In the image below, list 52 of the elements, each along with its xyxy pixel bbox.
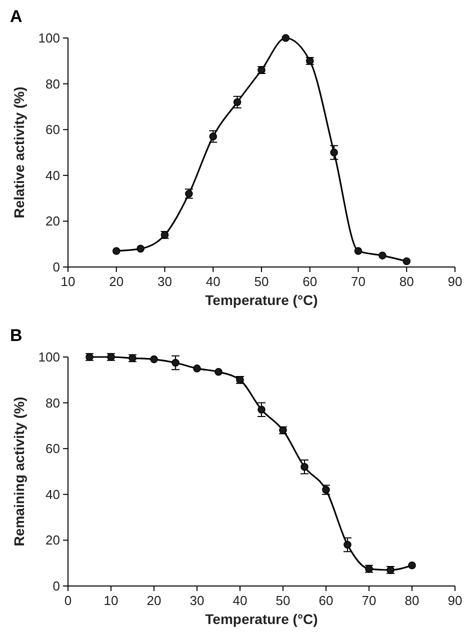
y-tick-label: 100 bbox=[38, 30, 60, 46]
x-tick-label: 70 bbox=[362, 593, 376, 608]
y-tick-label: 60 bbox=[46, 441, 60, 456]
x-tick-label: 80 bbox=[399, 274, 414, 289]
point bbox=[112, 247, 120, 255]
point bbox=[172, 358, 180, 367]
point bbox=[150, 355, 158, 364]
x-tick-label: 90 bbox=[448, 274, 462, 289]
y-tick-label: 80 bbox=[46, 76, 60, 92]
x-tick-label: 20 bbox=[109, 274, 124, 289]
x-tick-label: 40 bbox=[206, 274, 220, 289]
y-tick-label: 80 bbox=[46, 395, 60, 410]
y-tick-label: 40 bbox=[46, 168, 60, 183]
point bbox=[408, 561, 416, 570]
point bbox=[193, 364, 201, 372]
x-tick-label: 40 bbox=[232, 593, 248, 608]
x-tick-label: 30 bbox=[190, 593, 204, 608]
y-axis-title: Relative activity (%) bbox=[11, 86, 27, 218]
point bbox=[300, 463, 308, 471]
y-axis-title: Remaining activity (%) bbox=[11, 396, 27, 546]
y-tick-label: 0 bbox=[52, 578, 60, 594]
y-tick-label: 100 bbox=[38, 350, 60, 364]
point bbox=[354, 247, 362, 255]
chart-title: B bbox=[10, 326, 22, 345]
point bbox=[136, 244, 144, 253]
point bbox=[282, 34, 290, 42]
x-tick-label: 0 bbox=[64, 593, 72, 608]
point bbox=[402, 257, 411, 266]
point bbox=[214, 368, 222, 376]
y-tick-label: 60 bbox=[46, 122, 60, 138]
point bbox=[378, 252, 386, 260]
x-tick-label: 70 bbox=[351, 274, 366, 289]
x-tick-label: 50 bbox=[254, 274, 269, 289]
x-tick-label: 50 bbox=[276, 593, 290, 608]
x-tick-label: 30 bbox=[158, 274, 172, 289]
point bbox=[330, 148, 338, 156]
y-tick-label: 40 bbox=[46, 486, 60, 502]
x-tick-label: 80 bbox=[404, 593, 420, 608]
x-tick-label: 60 bbox=[318, 593, 334, 608]
y-tick-label: 0 bbox=[52, 260, 60, 274]
x-tick-label: 10 bbox=[104, 593, 118, 608]
point bbox=[344, 540, 352, 549]
x-tick-label: 20 bbox=[146, 593, 162, 608]
x-tick-label: 90 bbox=[448, 593, 462, 608]
x-axis-title: Temperature (°C) bbox=[205, 611, 318, 627]
x-tick-label: 60 bbox=[302, 274, 318, 289]
y-tick-label: 20 bbox=[46, 532, 60, 548]
point bbox=[258, 406, 266, 414]
y-tick-label: 20 bbox=[46, 214, 60, 229]
chart-title: A bbox=[10, 7, 22, 26]
x-axis-title: Temperature (°C) bbox=[205, 292, 318, 308]
x-tick-label: 10 bbox=[60, 274, 76, 289]
